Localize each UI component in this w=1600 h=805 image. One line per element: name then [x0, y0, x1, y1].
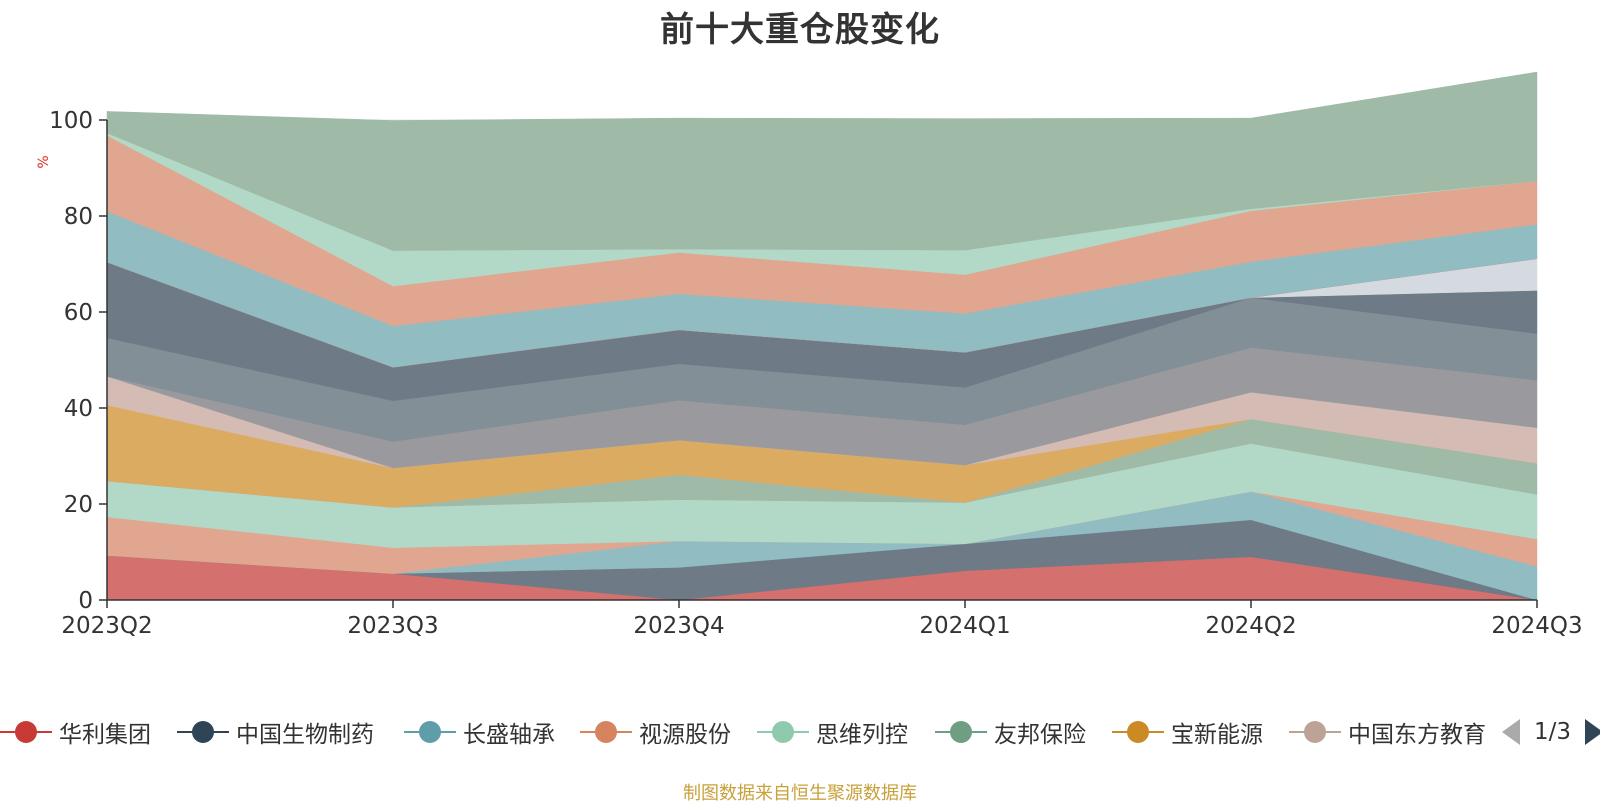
legend-marker-icon: [0, 721, 52, 743]
legend-label: 华利集团: [59, 722, 151, 748]
legend-item[interactable]: 华利集团: [0, 712, 151, 752]
legend-label: 思维列控: [816, 722, 908, 748]
area-series-16[interactable]: [106, 71, 1538, 251]
legend-item[interactable]: 宝新能源: [1112, 712, 1263, 752]
legend-item[interactable]: 友邦保险: [935, 712, 1086, 752]
legend-pager: 1/3: [1500, 712, 1600, 752]
x-tick-label: 2023Q4: [633, 613, 724, 639]
legend-next-button[interactable]: [1583, 717, 1600, 747]
source-note: 制图数据来自恒生聚源数据库: [683, 783, 917, 804]
prev-arrow-icon: [1502, 719, 1520, 745]
legend-item[interactable]: 长盛轴承: [404, 712, 555, 752]
x-tick-label: 2024Q3: [1491, 613, 1582, 639]
legend-item[interactable]: 思维列控: [757, 712, 908, 752]
y-tick-label: 100: [49, 108, 93, 134]
area-series[interactable]: [106, 71, 1538, 601]
legend-item[interactable]: 视源股份: [580, 712, 731, 752]
x-tick-label: 2023Q2: [61, 613, 152, 639]
legend-prev-button[interactable]: [1500, 717, 1522, 747]
legend-page-indicator: 1/3: [1534, 719, 1572, 745]
legend-marker-icon: [580, 721, 632, 743]
y-tick-label: 60: [64, 300, 93, 326]
x-tick-label: 2024Q2: [1205, 613, 1296, 639]
chart-title: 前十大重仓股变化: [660, 10, 940, 50]
x-tick-label: 2024Q1: [919, 613, 1010, 639]
y-tick-label: 80: [64, 204, 93, 230]
x-tick-label: 2023Q3: [347, 613, 438, 639]
legend-label: 中国东方教育: [1348, 722, 1486, 748]
legend-marker-icon: [404, 721, 456, 743]
legend-label: 友邦保险: [994, 722, 1086, 748]
y-axis-label: %: [36, 155, 52, 168]
legend-marker-icon: [1112, 721, 1164, 743]
legend-marker-icon: [935, 721, 987, 743]
legend-label: 长盛轴承: [463, 722, 555, 748]
y-tick-label: 20: [64, 492, 93, 518]
legend-label: 中国生物制药: [236, 722, 374, 748]
legend-marker-icon: [1289, 721, 1341, 743]
legend-label: 宝新能源: [1171, 722, 1263, 748]
legend-item[interactable]: 中国生物制药: [177, 712, 374, 752]
y-tick-label: 40: [64, 396, 93, 422]
legend-label: 视源股份: [639, 722, 731, 748]
legend-marker-icon: [757, 721, 809, 743]
legend: 华利集团 中国生物制药 长盛轴承 视源股份 思维列控 友邦保险 宝新能源 中国东方教育: [0, 712, 1600, 752]
legend-marker-icon: [177, 721, 229, 743]
legend-item[interactable]: 中国东方教育: [1289, 712, 1486, 752]
axes: 0 20 40 60 80 100 2023Q2 2023Q3 2023Q4 2024Q1 2024…: [49, 108, 1583, 639]
next-arrow-icon: [1585, 719, 1600, 745]
y-tick-label: 0: [78, 588, 93, 614]
